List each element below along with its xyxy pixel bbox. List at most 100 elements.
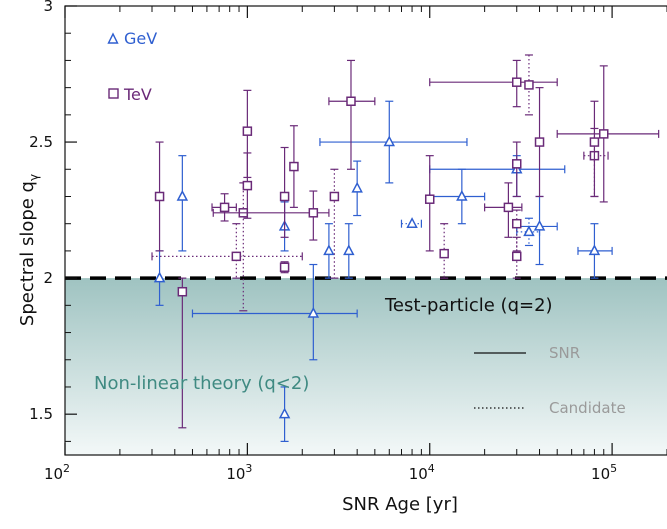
y-axis-label-subscript: γ: [27, 174, 41, 181]
square-marker: [219, 202, 230, 213]
data-points-layer: [151, 54, 660, 442]
square-marker: [511, 251, 522, 262]
square-marker: [424, 194, 435, 204]
series-tev: [151, 54, 660, 429]
triangle-marker: [176, 189, 189, 201]
triangle-marker: [588, 244, 601, 256]
x-axis-label: SNR Age [yr]: [342, 494, 458, 515]
triangle-marker: [523, 225, 535, 237]
non-linear-region: [65, 278, 667, 455]
x-tick-label-base: 10: [44, 465, 63, 483]
y-tick-label: 2.5: [29, 133, 53, 151]
data-point: [151, 223, 303, 279]
square-marker: [308, 208, 319, 218]
data-point: [289, 125, 299, 208]
data-point: [329, 168, 340, 279]
legend-gev-label: GeV: [124, 29, 157, 48]
x-tick-label-base: 10: [591, 465, 610, 483]
triangle-marker: [153, 271, 166, 283]
data-point: [511, 141, 522, 198]
data-point: [278, 386, 291, 442]
y-axis-label-main: Spectral slope q: [17, 181, 38, 326]
series-legend: GeV TeV: [107, 29, 157, 104]
data-point: [439, 223, 449, 279]
test-particle-label: Test-particle (q=2): [384, 295, 553, 316]
square-marker: [524, 80, 534, 90]
data-point: [177, 277, 188, 429]
data-point: [351, 160, 363, 217]
square-marker: [346, 96, 356, 106]
square-marker: [154, 191, 165, 202]
data-point: [328, 59, 376, 170]
data-point: [319, 100, 468, 184]
triangle-marker: [406, 217, 418, 228]
triangle-marker: [278, 407, 291, 419]
legend-tev-square-marker: [108, 88, 119, 99]
triangle-marker: [456, 189, 468, 201]
data-point: [211, 193, 237, 222]
square-marker: [279, 262, 290, 272]
data-point: [343, 223, 355, 279]
y-tick-label: 1.5: [29, 405, 53, 423]
x-tick-label-exponent: 4: [428, 462, 435, 475]
x-tick-label: 105: [591, 462, 617, 483]
square-marker: [511, 77, 522, 87]
y-tick-label: 2: [43, 269, 53, 287]
triangle-marker: [343, 244, 355, 256]
square-marker: [242, 180, 253, 191]
square-marker: [511, 159, 522, 169]
data-point: [511, 236, 522, 279]
data-point: [511, 209, 522, 252]
data-point: [279, 146, 290, 238]
x-tick-label-exponent: 5: [610, 462, 617, 475]
data-point: [242, 152, 253, 219]
non-linear-theory-label: Non-linear theory (q<2): [94, 373, 309, 394]
legend-tev-label: TeV: [123, 85, 152, 104]
square-marker: [439, 248, 449, 259]
y-tick-label: 3: [43, 0, 53, 15]
triangle-marker: [383, 135, 396, 147]
square-marker: [242, 126, 253, 136]
x-tick-label-exponent: 3: [245, 462, 252, 475]
square-marker: [599, 129, 609, 139]
triangle-marker: [323, 244, 335, 256]
x-tick-label-exponent: 2: [63, 462, 70, 475]
y-axis-label: Spectral slope qγ: [17, 174, 41, 326]
data-point: [429, 168, 486, 225]
x-tick-label: 102: [44, 462, 70, 483]
square-marker: [329, 191, 340, 202]
data-point: [589, 100, 600, 198]
data-point: [424, 155, 435, 252]
square-marker: [534, 137, 545, 147]
data-point: [429, 155, 566, 198]
data-point: [484, 182, 523, 238]
triangle-marker: [533, 219, 546, 231]
data-point: [534, 87, 545, 198]
data-point: [212, 190, 330, 241]
x-tick-label-base: 10: [409, 465, 428, 483]
data-point: [556, 65, 660, 203]
square-marker: [503, 202, 514, 213]
x-tick-label: 103: [226, 462, 252, 483]
legend-snr-label: SNR: [549, 344, 580, 362]
data-point: [176, 155, 189, 252]
plot-frame: [64, 5, 667, 456]
triangle-marker: [307, 306, 320, 318]
data-point: [516, 217, 541, 247]
legend-candidate-label: Candidate: [549, 399, 626, 417]
square-marker: [289, 161, 299, 172]
x-tick-label: 104: [409, 462, 435, 483]
square-marker: [279, 191, 290, 202]
data-point: [400, 217, 422, 228]
data-point: [524, 54, 534, 116]
data-point: [516, 195, 558, 266]
square-marker: [511, 218, 522, 229]
data-point: [429, 59, 558, 108]
data-point: [577, 223, 613, 279]
square-marker: [177, 286, 188, 297]
data-point: [279, 261, 290, 274]
triangle-marker: [351, 181, 363, 193]
square-marker: [231, 251, 242, 262]
